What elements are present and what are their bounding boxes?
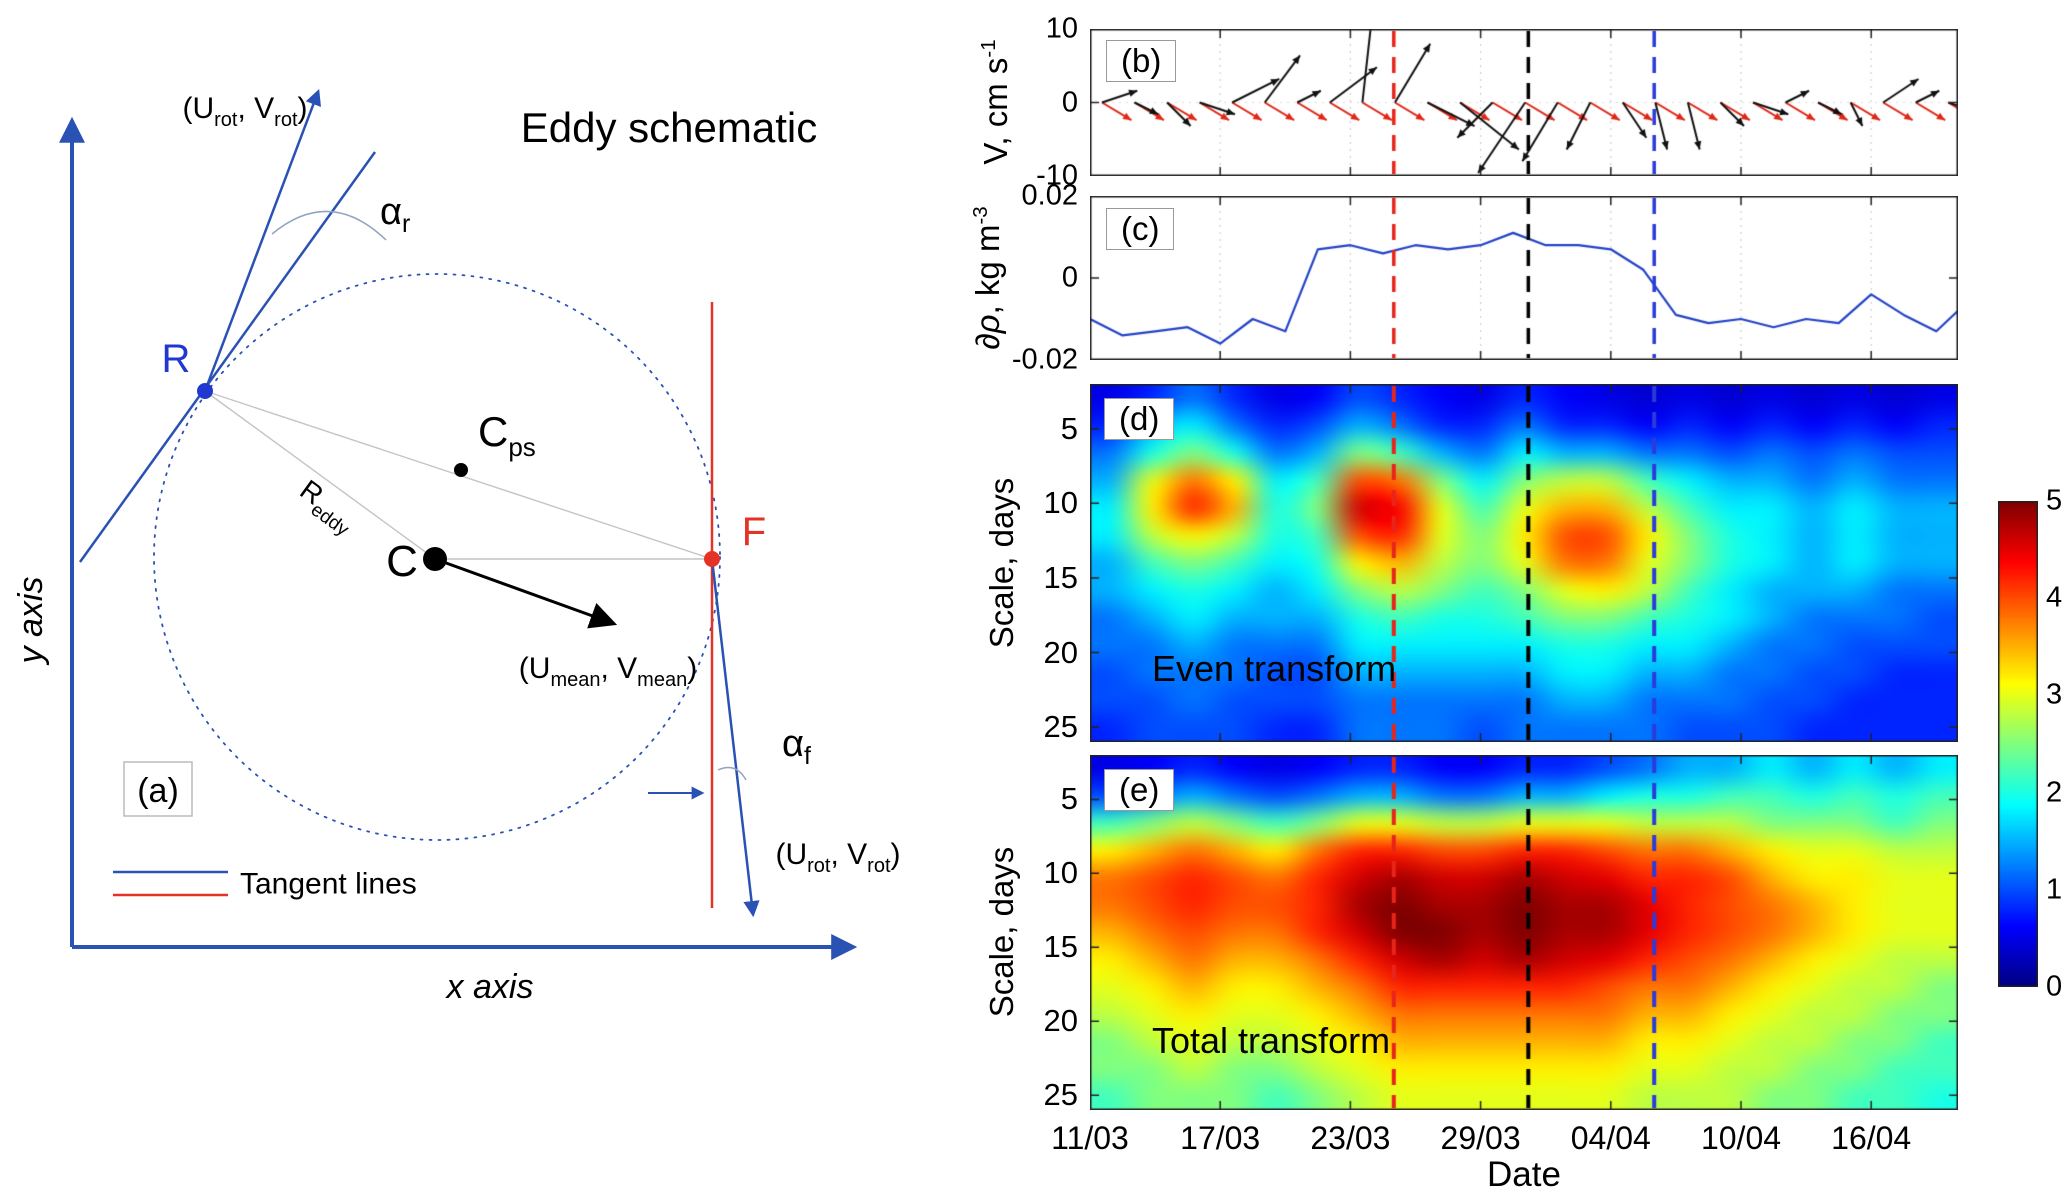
legend-label: Tangent lines bbox=[240, 868, 417, 901]
schematic-title: Eddy schematic bbox=[521, 104, 817, 151]
colorbar-tick: 1 bbox=[2046, 873, 2063, 906]
panel-e-label: (e) bbox=[1104, 769, 1175, 811]
colorbar-tick: 4 bbox=[2046, 581, 2063, 614]
colorbar-tick: 2 bbox=[2046, 776, 2063, 809]
xtick-date: 29/03 bbox=[1440, 1120, 1521, 1156]
xtick-date: 17/03 bbox=[1180, 1120, 1261, 1156]
alpha-r-arc bbox=[271, 210, 387, 241]
panel-e-ylabel: Scale, days bbox=[983, 846, 1020, 1018]
umean-vector bbox=[434, 557, 618, 629]
x-axis-label: x axis bbox=[445, 968, 534, 1006]
panel-b-quiver-canvas bbox=[1090, 29, 1958, 176]
ytick-e: 5 bbox=[1060, 781, 1078, 817]
label-alpha-f: αf bbox=[782, 723, 811, 770]
xtick-date: 16/04 bbox=[1831, 1120, 1912, 1156]
ytick-b: 10 bbox=[1045, 12, 1078, 45]
label-Cps: Cps bbox=[478, 408, 536, 462]
panel-a-schematic: Eddy schematic y axis x axis R F C Cps bbox=[12, 88, 901, 1006]
colorbar-tick: 5 bbox=[2046, 484, 2063, 517]
panel-d-heatmap-canvas bbox=[1090, 384, 1958, 742]
panel-b-label: (b) bbox=[1106, 40, 1177, 82]
point-C bbox=[423, 547, 447, 571]
ytick-d: 5 bbox=[1060, 410, 1078, 446]
x-axis-date-label: Date bbox=[1487, 1155, 1561, 1194]
colorbar-canvas bbox=[1998, 501, 2038, 987]
panel-d-ylabel: Scale, days bbox=[983, 477, 1020, 649]
xtick-date: 04/04 bbox=[1570, 1120, 1651, 1156]
ytick-c: 0 bbox=[1061, 261, 1078, 294]
line-C-R bbox=[204, 390, 436, 560]
tangent-line-R bbox=[78, 151, 377, 563]
xtick-date: 11/03 bbox=[1051, 1120, 1129, 1156]
y-axis-label: y axis bbox=[12, 577, 50, 666]
panel-b-ylabel: V, cm s-1 bbox=[977, 39, 1014, 165]
panel-c-label: (c) bbox=[1106, 208, 1175, 250]
panel-c-line-canvas bbox=[1090, 196, 1958, 360]
point-Cps bbox=[454, 463, 468, 477]
label-alpha-r: αr bbox=[380, 191, 410, 238]
label-r-eddy: Reddy bbox=[290, 474, 362, 541]
label-R: R bbox=[162, 337, 191, 381]
even-transform-title: Even transform bbox=[1152, 648, 1397, 689]
panel-a-tag: (a) bbox=[137, 772, 179, 810]
label-F: F bbox=[742, 510, 766, 554]
panel-d-label: (d) bbox=[1104, 398, 1175, 440]
label-C: C bbox=[386, 537, 418, 586]
point-F bbox=[704, 551, 720, 567]
colorbar-tick: 3 bbox=[2046, 678, 2063, 711]
alpha-f-arc bbox=[717, 766, 747, 781]
panel-e-heatmap-canvas bbox=[1090, 755, 1958, 1110]
point-R bbox=[197, 383, 213, 399]
eddy-circle bbox=[153, 273, 721, 841]
urot-vector-F bbox=[710, 558, 760, 918]
panel-c-ylabel: ∂ρ, kg m-3 bbox=[969, 206, 1006, 350]
label-urot-top: (Urot, Vrot) bbox=[182, 92, 307, 131]
label-urot-bottom: (Urot, Vrot) bbox=[775, 838, 900, 877]
urot-vector-R bbox=[203, 88, 322, 392]
total-transform-title: Total transform bbox=[1152, 1020, 1391, 1061]
label-umean: (Umean, Vmean) bbox=[519, 652, 697, 691]
colorbar-tick: 0 bbox=[2046, 970, 2063, 1003]
xtick-date: 10/04 bbox=[1700, 1120, 1782, 1156]
panel-a-tag-box bbox=[123, 761, 193, 817]
xtick-date: 23/03 bbox=[1310, 1120, 1391, 1156]
ytick-b: 0 bbox=[1061, 86, 1078, 118]
